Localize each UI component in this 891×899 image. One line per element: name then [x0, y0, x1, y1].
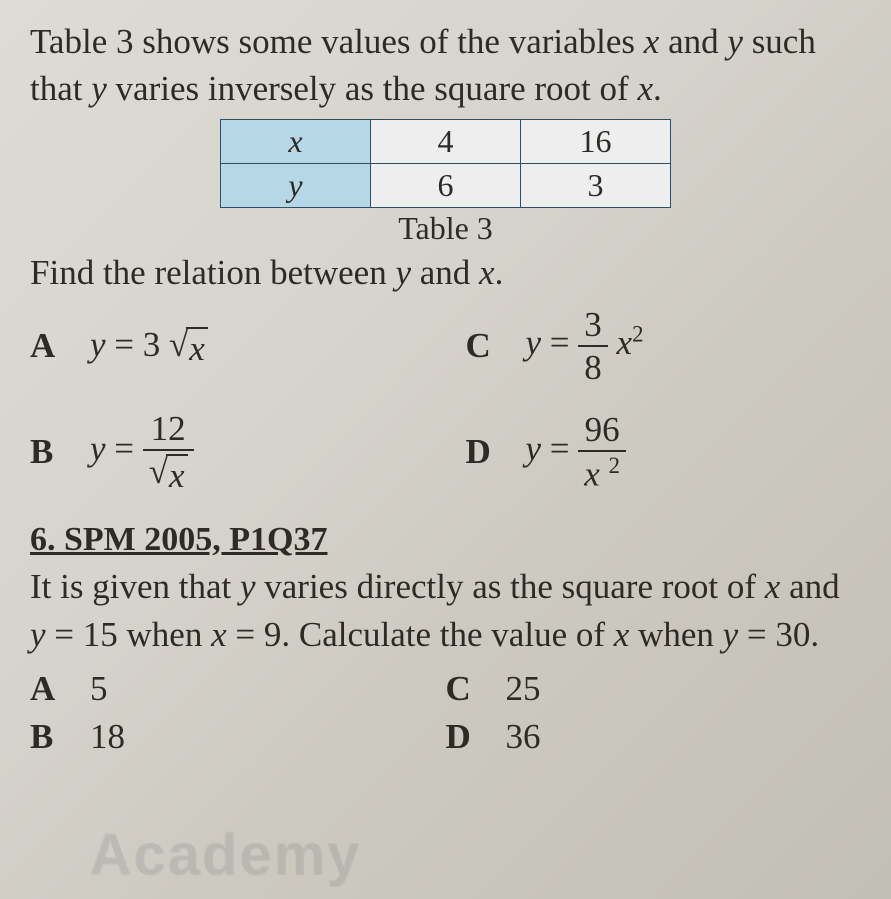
fraction: 38	[578, 307, 608, 385]
var-y: y	[91, 69, 107, 108]
choice-value: 25	[506, 669, 541, 709]
choice-letter: A	[30, 669, 66, 709]
var-y: y	[727, 22, 743, 61]
choice-a: A y = 3 √x	[30, 325, 426, 366]
choice-expression: y = 12 √x	[90, 411, 194, 493]
sqrt: √x	[169, 327, 208, 366]
choice-value: 18	[90, 717, 125, 757]
choice-letter: D	[446, 717, 482, 757]
choice-letter: D	[466, 432, 502, 472]
sqrt-arg: x	[166, 454, 188, 493]
table-cell: 3	[521, 163, 671, 207]
equals: =	[106, 325, 143, 364]
choice-letter: B	[30, 717, 66, 757]
q2-body: It is given that y varies directly as th…	[30, 563, 861, 660]
choice-c: C y = 38 x2	[466, 307, 862, 385]
text: and	[780, 567, 839, 606]
numerator: 12	[145, 411, 192, 449]
text: .	[653, 69, 662, 108]
choice-letter: C	[466, 326, 502, 366]
text: Find the relation between	[30, 253, 395, 292]
denominator: x 2	[578, 450, 626, 492]
denominator: √x	[143, 449, 194, 493]
choice-b: B 18	[30, 717, 446, 757]
table-cell: 6	[371, 163, 521, 207]
var-x: x	[637, 69, 653, 108]
var-x: x	[644, 22, 660, 61]
choice-d: D 36	[446, 717, 862, 757]
choice-letter: B	[30, 432, 66, 472]
choice-a: A 5	[30, 669, 446, 709]
var-x: x	[765, 567, 781, 606]
var-y: y	[526, 429, 542, 468]
q1-prompt: Find the relation between y and x.	[30, 253, 861, 293]
table-row: y 6 3	[221, 163, 671, 207]
choice-d: D y = 96x 2	[466, 412, 862, 492]
watermark-text: Academy	[90, 822, 362, 889]
sqrt: √x	[149, 454, 188, 493]
q2-choices: A 5 C 25 B 18 D 36	[30, 669, 861, 757]
choice-value: 5	[90, 669, 108, 709]
text: and	[659, 22, 727, 61]
choice-letter: A	[30, 326, 66, 366]
var-x: x	[211, 615, 227, 654]
choice-letter: C	[446, 669, 482, 709]
text: It is given that	[30, 567, 240, 606]
equals: =	[106, 429, 143, 468]
equals: =	[541, 429, 578, 468]
text: = 30.	[738, 615, 819, 654]
table-header-y: y	[221, 163, 371, 207]
text: .	[495, 253, 504, 292]
text: when	[629, 615, 722, 654]
q1-choices: A y = 3 √x C y = 38 x2 B y = 12√x D y = …	[30, 307, 861, 493]
table-row: x 4 16	[221, 119, 671, 163]
var-x: x	[617, 323, 633, 362]
var-x: x	[584, 454, 600, 493]
coef: 3	[143, 325, 161, 364]
superscript: 2	[609, 453, 620, 478]
var-x: x	[479, 253, 495, 292]
text: varies directly as the square root of	[256, 567, 765, 606]
fraction: 12 √x	[143, 411, 194, 493]
equals: =	[541, 323, 578, 362]
choice-b: B y = 12 √x	[30, 411, 426, 493]
text: = 15 when	[46, 615, 212, 654]
choice-expression: y = 3 √x	[90, 325, 208, 366]
choice-expression: y = 96x 2	[526, 412, 626, 492]
q2-heading: 6. SPM 2005, P1Q37	[30, 521, 861, 559]
text: Table 3 shows some values of the variabl…	[30, 22, 644, 61]
text: and	[411, 253, 479, 292]
choice-value: 36	[506, 717, 541, 757]
text: = 9. Calculate the value of	[227, 615, 614, 654]
var-y: y	[240, 567, 256, 606]
choice-c: C 25	[446, 669, 862, 709]
superscript: 2	[632, 321, 643, 346]
var-x: x	[614, 615, 630, 654]
table-header-x: x	[221, 119, 371, 163]
table-cell: 16	[521, 119, 671, 163]
numerator: 3	[578, 307, 608, 345]
var-y: y	[395, 253, 411, 292]
fraction: 96x 2	[578, 412, 626, 492]
choice-expression: y = 38 x2	[526, 307, 644, 385]
q1-intro: Table 3 shows some values of the variabl…	[30, 18, 861, 113]
var-y: y	[90, 325, 106, 364]
var-y: y	[90, 429, 106, 468]
table-cell: 4	[371, 119, 521, 163]
table-caption: Table 3	[30, 210, 861, 247]
var-y: y	[723, 615, 739, 654]
table-3: x 4 16 y 6 3	[220, 119, 671, 208]
sqrt-arg: x	[186, 327, 208, 366]
var-y: y	[526, 323, 542, 362]
text: varies inversely as the square root of	[107, 69, 638, 108]
denominator: 8	[578, 345, 608, 385]
var-y: y	[30, 615, 46, 654]
numerator: 96	[579, 412, 626, 450]
